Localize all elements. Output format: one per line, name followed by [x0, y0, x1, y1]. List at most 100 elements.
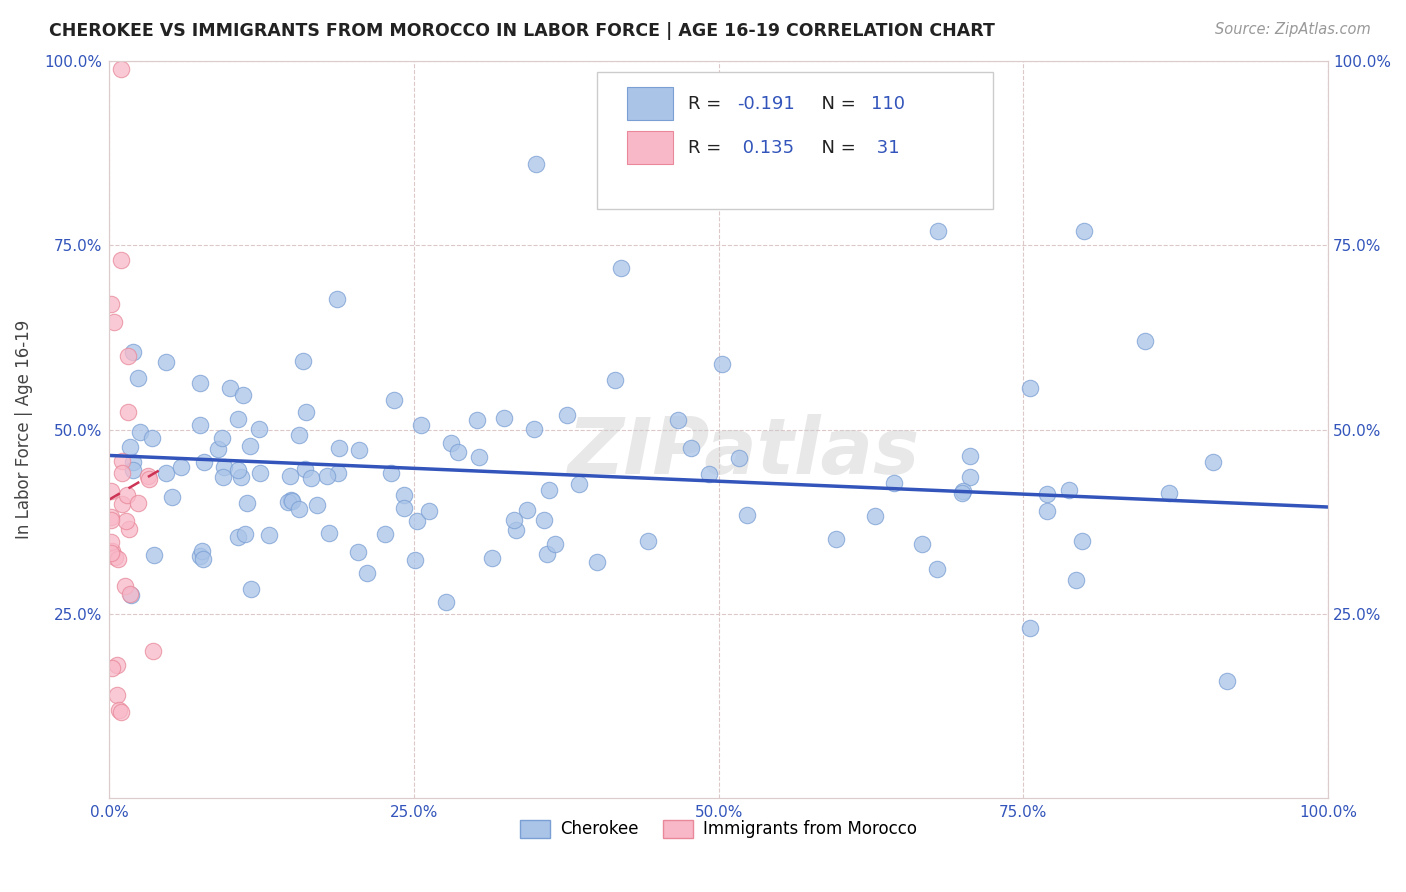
Point [824, 532, 846, 546]
Point [118, 522, 141, 536]
Point [679, 442, 702, 456]
Point [138, 472, 160, 486]
Point [101, 661, 124, 675]
Point [516, 503, 538, 517]
Point [129, 425, 152, 440]
Point [239, 582, 262, 597]
Point [446, 445, 468, 459]
Point [257, 528, 280, 542]
Point [226, 463, 249, 477]
Point [418, 504, 440, 518]
Point [382, 393, 405, 408]
Point [277, 495, 299, 509]
Point [299, 471, 322, 485]
Point [191, 543, 214, 558]
Point [536, 547, 558, 561]
Point [212, 470, 235, 484]
Point [232, 388, 254, 402]
Point [278, 469, 301, 483]
Point [927, 224, 949, 238]
Point [110, 706, 132, 720]
Point [1216, 674, 1239, 689]
Point [568, 476, 591, 491]
Point [1036, 487, 1059, 501]
Point [207, 442, 229, 457]
Point [305, 498, 328, 512]
Point [110, 62, 132, 76]
Point [120, 587, 142, 601]
Point [233, 527, 256, 541]
Point [440, 435, 463, 450]
Point [959, 449, 981, 463]
Point [356, 566, 378, 580]
Point [120, 589, 142, 603]
Point [481, 550, 503, 565]
Point [294, 462, 316, 476]
Point [100, 297, 122, 311]
FancyBboxPatch shape [627, 87, 673, 120]
Point [668, 413, 690, 427]
Point [863, 508, 886, 523]
Point [292, 354, 315, 368]
Point [911, 537, 934, 551]
Point [1202, 455, 1225, 469]
Y-axis label: In Labor Force | Age 16-19: In Labor Force | Age 16-19 [15, 320, 32, 540]
Point [328, 442, 350, 456]
Point [411, 417, 433, 432]
Point [100, 546, 122, 560]
Point [193, 455, 215, 469]
Point [467, 413, 489, 427]
Point [280, 493, 302, 508]
Point [117, 349, 139, 363]
Text: 31: 31 [870, 139, 900, 157]
Point [239, 439, 262, 453]
Point [100, 509, 122, 524]
Point [114, 514, 136, 528]
Point [218, 381, 240, 395]
Point [1064, 574, 1087, 588]
Point [347, 544, 370, 558]
Point [586, 555, 609, 569]
Point [190, 376, 212, 390]
Point [434, 595, 457, 609]
Point [544, 536, 567, 550]
Point [1019, 621, 1042, 635]
Point [100, 483, 122, 498]
Point [697, 467, 720, 481]
Point [392, 501, 415, 516]
Text: 0.135: 0.135 [737, 139, 794, 157]
Point [603, 373, 626, 387]
Point [959, 470, 981, 484]
Point [952, 484, 974, 499]
Point [155, 355, 177, 369]
Point [468, 450, 491, 465]
Text: R =: R = [688, 95, 727, 113]
Point [141, 431, 163, 445]
Point [637, 534, 659, 549]
Point [191, 552, 214, 566]
Point [188, 549, 211, 563]
Point [127, 496, 149, 510]
Point [503, 513, 526, 527]
Point [105, 688, 128, 702]
Point [115, 488, 138, 502]
Point [100, 534, 122, 549]
Point [249, 466, 271, 480]
Text: R =: R = [688, 139, 727, 157]
Point [952, 486, 974, 500]
Point [288, 428, 311, 442]
Point [122, 455, 145, 469]
Point [110, 253, 132, 268]
Point [538, 483, 561, 498]
Point [1036, 504, 1059, 518]
Text: ZIPatlas: ZIPatlas [567, 414, 920, 490]
Point [101, 544, 124, 558]
Point [505, 523, 527, 537]
Point [328, 466, 350, 480]
Text: CHEROKEE VS IMMIGRANTS FROM MOROCCO IN LABOR FORCE | AGE 16-19 CORRELATION CHART: CHEROKEE VS IMMIGRANTS FROM MOROCCO IN L… [49, 22, 995, 40]
Point [288, 502, 311, 516]
Point [127, 371, 149, 385]
Point [1073, 224, 1095, 238]
Point [170, 459, 193, 474]
Point [117, 405, 139, 419]
